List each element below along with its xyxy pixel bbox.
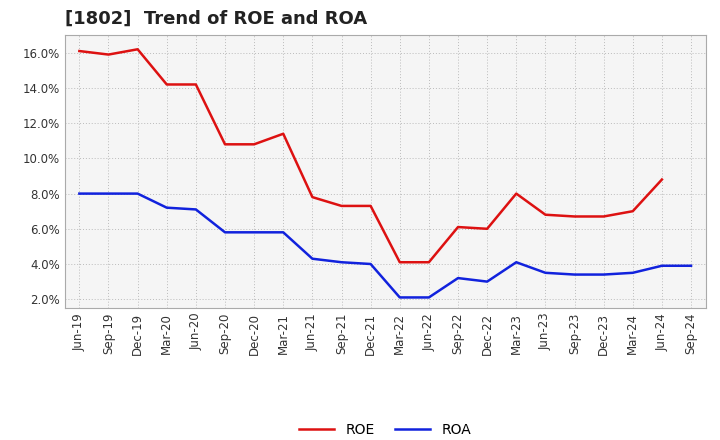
Text: [1802]  Trend of ROE and ROA: [1802] Trend of ROE and ROA [65,10,367,28]
Legend: ROE, ROA: ROE, ROA [294,418,477,440]
